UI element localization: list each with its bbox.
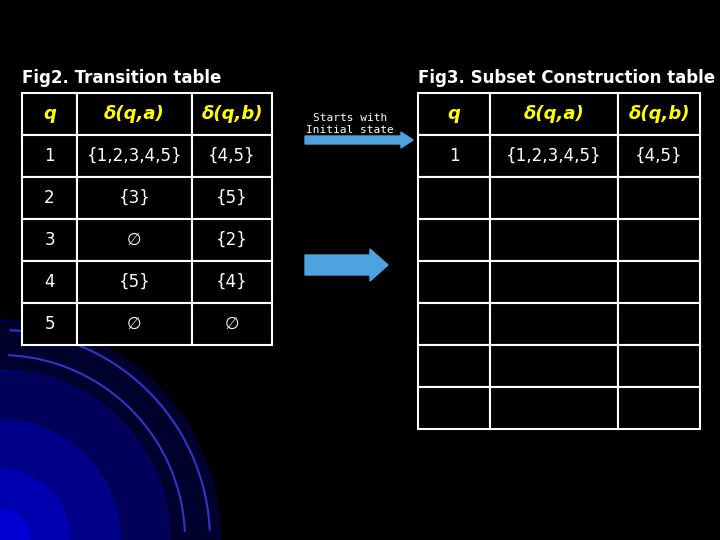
Bar [192, 177, 272, 219]
Bar [22, 135, 77, 177]
Bar [22, 219, 77, 261]
Bar [618, 303, 700, 345]
Bar [418, 219, 490, 261]
Text: Fig2. Transition table: Fig2. Transition table [22, 69, 221, 87]
Bar [418, 303, 490, 345]
Text: ∅: ∅ [127, 315, 142, 333]
Bar [490, 387, 618, 429]
Bar [192, 261, 272, 303]
Bar [22, 303, 77, 345]
Text: δ(q,b): δ(q,b) [202, 105, 263, 123]
Bar [77, 135, 192, 177]
Text: ∅: ∅ [225, 315, 239, 333]
Text: {5}: {5} [216, 189, 248, 207]
Text: {4,5}: {4,5} [635, 147, 683, 165]
Bar [490, 219, 618, 261]
Bar [618, 177, 700, 219]
Text: q: q [43, 105, 56, 123]
Text: {1,2,3,4,5}: {1,2,3,4,5} [506, 147, 602, 165]
Bar [618, 345, 700, 387]
Bar [418, 177, 490, 219]
Bar [22, 261, 77, 303]
Text: {5}: {5} [119, 273, 150, 291]
Text: δ(q,a): δ(q,a) [104, 105, 165, 123]
Text: 2: 2 [44, 189, 55, 207]
Bar [77, 177, 192, 219]
Text: {2}: {2} [216, 231, 248, 249]
Bar [22, 177, 77, 219]
Bar [618, 219, 700, 261]
Circle shape [0, 510, 30, 540]
Text: 4: 4 [44, 273, 55, 291]
Bar [192, 303, 272, 345]
Text: Initial state: Initial state [306, 125, 394, 135]
Bar [490, 93, 618, 135]
Bar [418, 345, 490, 387]
Bar [618, 387, 700, 429]
Circle shape [0, 370, 170, 540]
Bar [490, 177, 618, 219]
Text: Fig3. Subset Construction table: Fig3. Subset Construction table [418, 69, 715, 87]
Text: {4,5}: {4,5} [208, 147, 256, 165]
Bar [77, 261, 192, 303]
Circle shape [0, 420, 120, 540]
Bar [618, 93, 700, 135]
Bar [418, 387, 490, 429]
Bar [618, 135, 700, 177]
Bar [77, 93, 192, 135]
Bar [490, 303, 618, 345]
Text: δ(q,b): δ(q,b) [629, 105, 690, 123]
Bar [192, 93, 272, 135]
Bar [22, 93, 77, 135]
Circle shape [0, 470, 70, 540]
FancyArrow shape [305, 249, 388, 281]
Bar [77, 219, 192, 261]
Bar [192, 219, 272, 261]
Text: 1: 1 [44, 147, 55, 165]
FancyArrow shape [305, 132, 413, 148]
Text: 5: 5 [44, 315, 55, 333]
Bar [418, 93, 490, 135]
Text: q: q [448, 105, 460, 123]
Bar [192, 135, 272, 177]
Text: δ(q,a): δ(q,a) [523, 105, 585, 123]
Text: {3}: {3} [119, 189, 150, 207]
Bar [490, 261, 618, 303]
Text: {1,2,3,4,5}: {1,2,3,4,5} [86, 147, 182, 165]
Text: {4}: {4} [216, 273, 248, 291]
Circle shape [0, 320, 220, 540]
Bar [77, 303, 192, 345]
Bar [490, 345, 618, 387]
Bar [418, 261, 490, 303]
Text: 1: 1 [449, 147, 459, 165]
Bar [618, 261, 700, 303]
Bar [418, 135, 490, 177]
Bar [490, 135, 618, 177]
Text: 3: 3 [44, 231, 55, 249]
Text: ∅: ∅ [127, 231, 142, 249]
Text: Starts with: Starts with [313, 113, 387, 123]
